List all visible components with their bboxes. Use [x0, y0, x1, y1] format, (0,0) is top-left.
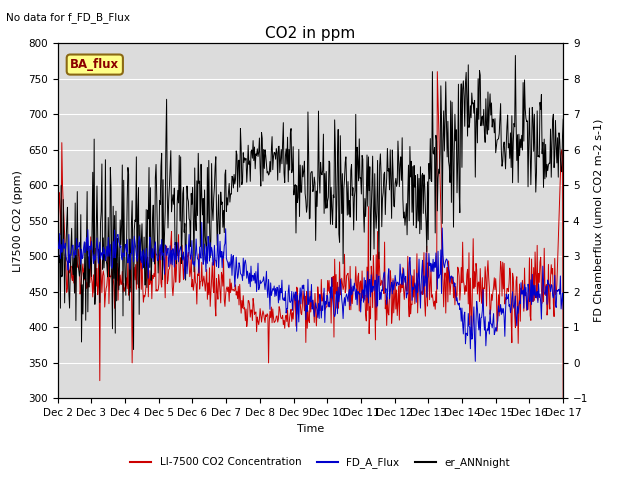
Y-axis label: LI7500 CO2 (ppm): LI7500 CO2 (ppm): [13, 170, 22, 272]
Legend: LI-7500 CO2 Concentration, FD_A_Flux, er_ANNnight: LI-7500 CO2 Concentration, FD_A_Flux, er…: [126, 453, 514, 472]
X-axis label: Time: Time: [297, 424, 324, 433]
Text: BA_flux: BA_flux: [70, 58, 120, 71]
Y-axis label: FD Chamberflux (umol CO2 m-2 s-1): FD Chamberflux (umol CO2 m-2 s-1): [594, 119, 604, 323]
Title: CO2 in ppm: CO2 in ppm: [265, 25, 356, 41]
Text: No data for f_FD_B_Flux: No data for f_FD_B_Flux: [6, 12, 131, 23]
